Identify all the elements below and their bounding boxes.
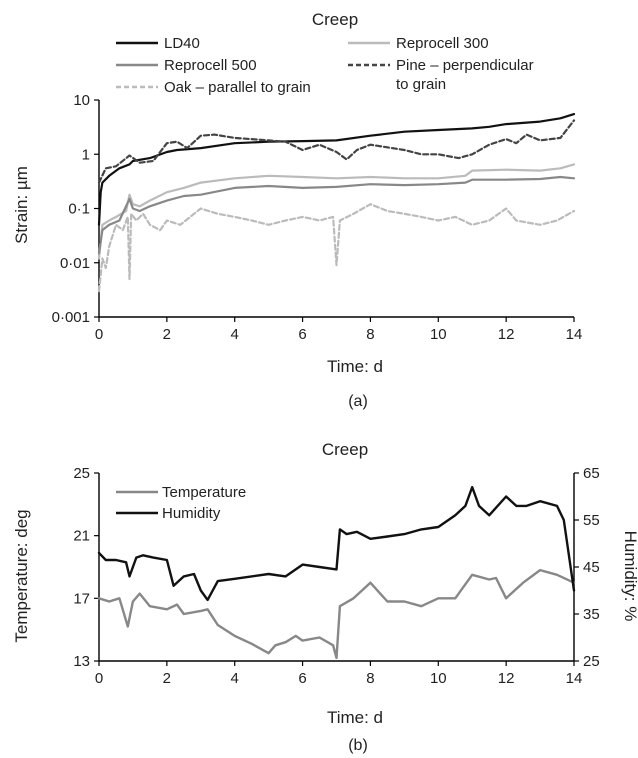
chart-b-ylabel: Temperature: deg [12, 509, 31, 642]
chart-a-y-tick-label: 0·1 [68, 201, 90, 218]
chart-a-series-line [97, 119, 576, 184]
chart-b-y-tick-label: 21 [73, 528, 90, 545]
chart-a-x-tick-label: 2 [163, 326, 171, 343]
chart-b-x-tick-label: 14 [566, 670, 583, 687]
chart-b-panel-label: (b) [348, 737, 368, 754]
chart-a-x-tick-label: 14 [566, 326, 583, 343]
chart-b-y-tick-label: 25 [73, 465, 90, 482]
chart-a-series-line [97, 163, 576, 260]
chart-a-series-line [97, 203, 576, 293]
chart-b-legend-label: Humidity [162, 505, 221, 522]
chart-a-ylabel: Strain: µm [12, 166, 31, 244]
chart-a-x-tick-label: 8 [366, 326, 374, 343]
chart-a-y-tick-label: 10 [73, 92, 90, 109]
chart-b-x-tick-label: 6 [298, 670, 306, 687]
chart-a-legend-label: LD40 [164, 35, 200, 52]
chart-b-y2-tick-label: 55 [583, 512, 600, 529]
chart-b-y2-tick-label: 25 [583, 653, 600, 670]
chart-a-x-tick-label: 4 [231, 326, 239, 343]
chart-b-x-tick-label: 10 [430, 670, 447, 687]
chart-a-x-tick-label: 12 [498, 326, 515, 343]
chart-b-xlabel: Time: d [327, 708, 383, 727]
chart-a-x-tick-label: 10 [430, 326, 447, 343]
chart-a-y-tick-label: 0·001 [52, 309, 90, 326]
chart-b-series-line [97, 485, 576, 602]
chart-b-title: Creep [322, 440, 368, 459]
chart-b-series-line [97, 568, 576, 660]
chart-a-series-line [97, 175, 576, 255]
chart-b-plot: 0 2 4 6 8 10 12 14 13 17 21 25 25 35 45 55 65 Temperature… [73, 465, 599, 687]
chart-a-panel-label: (a) [348, 393, 368, 410]
chart-b-y-tick-label: 13 [73, 653, 90, 670]
chart-a-legend-label: Pine – perpendicular to grain [396, 57, 534, 93]
chart-a-title: Creep [312, 10, 358, 29]
chart-a-legend-label: Reprocell 300 [396, 35, 489, 52]
chart-b-x-tick-label: 0 [95, 670, 103, 687]
chart-b-y2-tick-label: 65 [583, 465, 600, 482]
chart-a-xlabel: Time: d [327, 357, 383, 376]
chart-a-legend-label: Reprocell 500 [164, 57, 257, 74]
chart-b-y2-tick-label: 35 [583, 606, 600, 623]
chart-a-series-line [97, 113, 576, 226]
chart-b-y2-tick-label: 45 [583, 559, 600, 576]
chart-a-plot: 0 2 4 6 8 10 12 14 0·001 0·01 0·1 1 10 LD40 Reprocell … [52, 35, 583, 343]
chart-b-x-tick-label: 4 [231, 670, 239, 687]
chart-b-x-tick-label: 2 [163, 670, 171, 687]
chart-a-x-tick-label: 6 [298, 326, 306, 343]
chart-a-y-tick-label: 0·01 [60, 255, 90, 272]
chart-a-legend-label: Oak – parallel to grain [164, 79, 311, 96]
chart-b-y-tick-label: 17 [73, 590, 90, 607]
chart-a-y-tick-label: 1 [82, 146, 90, 163]
chart-a-x-tick-label: 0 [95, 326, 103, 343]
chart-b-x-tick-label: 12 [498, 670, 515, 687]
chart-b-legend-label: Temperature [162, 484, 246, 501]
chart-b-y2label: Humidity: % [621, 531, 638, 622]
chart-b-x-tick-label: 8 [366, 670, 374, 687]
